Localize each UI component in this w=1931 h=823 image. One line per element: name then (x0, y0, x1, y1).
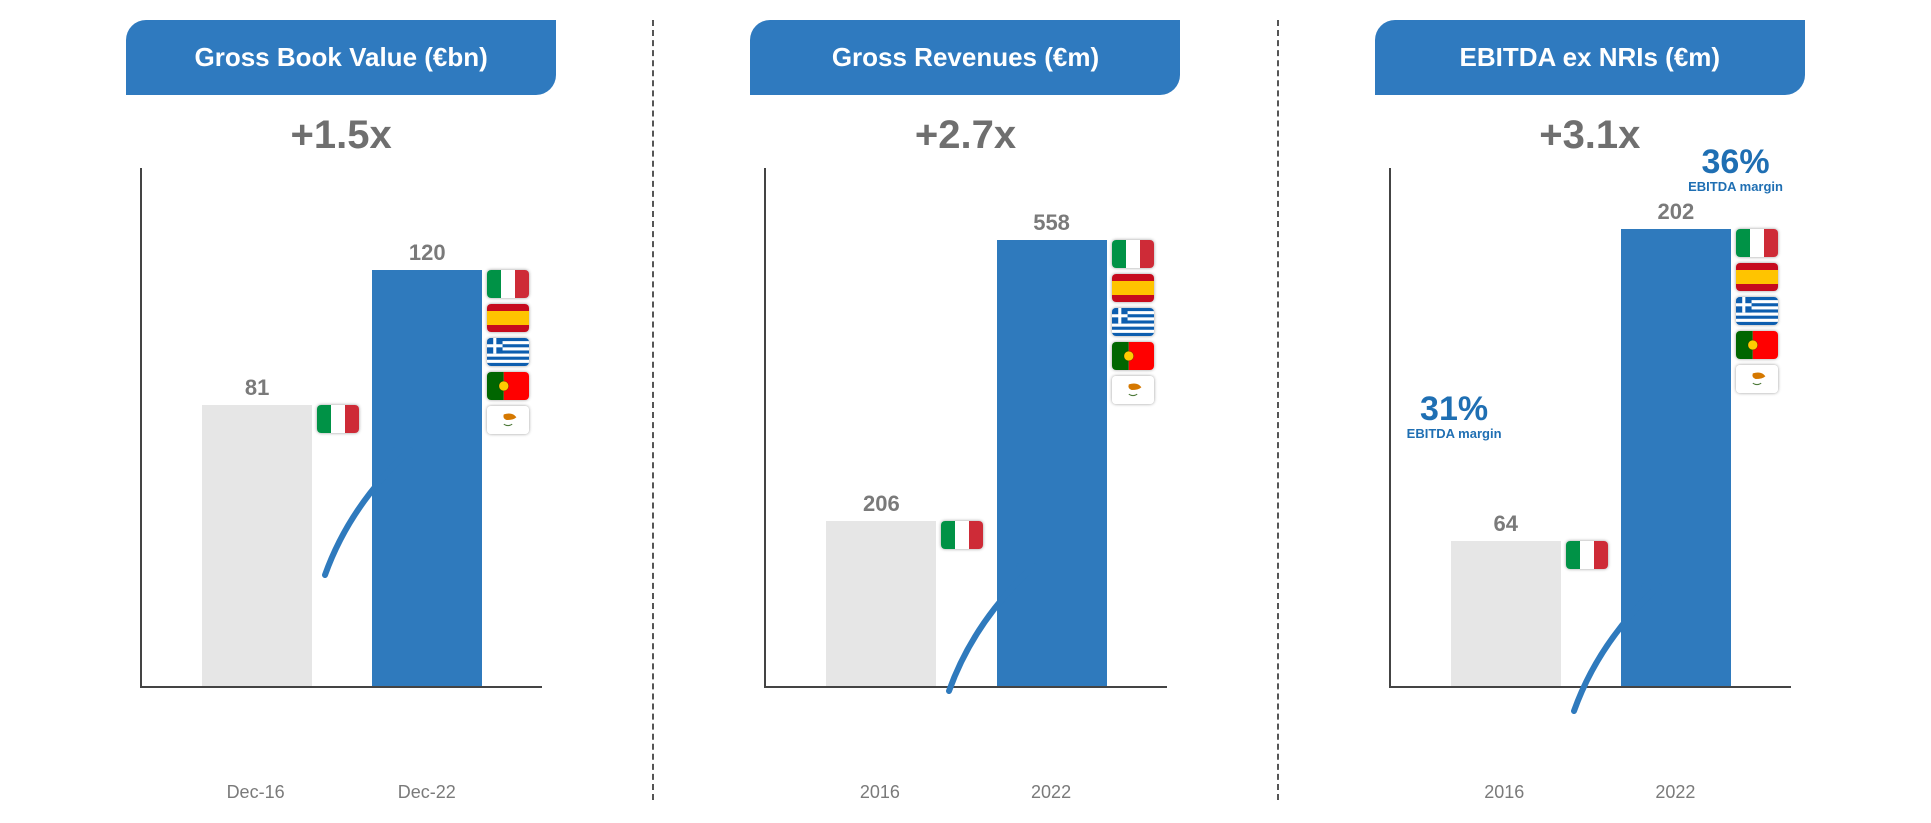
bar-start: 81 (202, 405, 312, 686)
multiplier-label: +3.1x (1539, 113, 1640, 158)
italy-flag-icon (941, 521, 983, 549)
panel-title: EBITDA ex NRIs (€m) (1375, 20, 1805, 95)
bar-group: 81 (202, 405, 312, 686)
panel-title: Gross Revenues (€m) (750, 20, 1180, 95)
italy-flag-icon (1566, 541, 1608, 569)
portugal-flag-icon (1736, 331, 1778, 359)
italy-flag-icon (1736, 229, 1778, 257)
bar-chart: 206 558 (764, 168, 1166, 688)
portugal-flag-icon (1112, 342, 1154, 370)
italy-flag-icon (487, 270, 529, 298)
margin-sub-label: EBITDA margin (1688, 179, 1783, 194)
bar-value-label: 202 (1621, 199, 1731, 225)
x-axis: Dec-16 Dec-22 (140, 782, 542, 803)
x-axis-label: 2022 (1620, 782, 1730, 803)
flag-stack (941, 521, 983, 549)
bar-value-label: 558 (997, 210, 1107, 236)
portugal-flag-icon (487, 372, 529, 400)
margin-sub-label: EBITDA margin (1407, 426, 1502, 441)
x-axis: 2016 2022 (764, 782, 1166, 803)
ebitda-margin-callout: 36%EBITDA margin (1688, 145, 1783, 194)
bar-end: 120 (372, 270, 482, 686)
chart-area: 64202 31%EBITDA margin36%EBITDA margin 2… (1319, 168, 1861, 813)
flag-stack (1736, 229, 1778, 393)
bar-group: 206 (826, 521, 936, 686)
margin-percent: 31% (1407, 392, 1502, 426)
bar-value-label: 64 (1451, 511, 1561, 537)
multiplier-label: +1.5x (291, 113, 392, 158)
greece-flag-icon (1736, 297, 1778, 325)
x-axis-label: 2016 (825, 782, 935, 803)
panel-title: Gross Book Value (€bn) (126, 20, 556, 95)
bar-value-label: 206 (826, 491, 936, 517)
bar-start: 64 (1451, 541, 1561, 686)
bar-chart: 81 120 (140, 168, 542, 688)
bar-group: 558 (997, 240, 1107, 686)
panel-gross-book-value: Gross Book Value (€bn) +1.5x 81 120 Dec-1… (40, 20, 642, 813)
chart-area: 206 558 2016 2022 (694, 168, 1236, 813)
x-axis-label: Dec-16 (201, 782, 311, 803)
x-axis-label: 2022 (996, 782, 1106, 803)
ebitda-margin-callout: 31%EBITDA margin (1407, 392, 1502, 441)
bar-value-label: 81 (202, 375, 312, 401)
flag-stack (317, 405, 359, 433)
multiplier-label: +2.7x (915, 113, 1016, 158)
bar-value-label: 120 (372, 240, 482, 266)
bar-group: 202 (1621, 229, 1731, 686)
bar-start: 206 (826, 521, 936, 686)
spain-flag-icon (487, 304, 529, 332)
x-axis-label: Dec-22 (372, 782, 482, 803)
panel-gross-revenues: Gross Revenues (€m) +2.7x 206 558 2016 202… (664, 20, 1266, 813)
panel-divider (652, 20, 654, 800)
panel-divider (1277, 20, 1279, 800)
bar-end: 202 (1621, 229, 1731, 686)
italy-flag-icon (1112, 240, 1154, 268)
cyprus-flag-icon (487, 406, 529, 434)
panel-ebitda: EBITDA ex NRIs (€m) +3.1x 64202 31%EBITD… (1289, 20, 1891, 813)
bar-group: 64 (1451, 541, 1561, 686)
spain-flag-icon (1736, 263, 1778, 291)
spain-flag-icon (1112, 274, 1154, 302)
flag-stack (1112, 240, 1154, 404)
x-axis: 2016 2022 (1389, 782, 1791, 803)
cyprus-flag-icon (1112, 376, 1154, 404)
bar-chart: 64202 31%EBITDA margin36%EBITDA margin (1389, 168, 1791, 688)
x-axis-label: 2016 (1449, 782, 1559, 803)
italy-flag-icon (317, 405, 359, 433)
greece-flag-icon (487, 338, 529, 366)
cyprus-flag-icon (1736, 365, 1778, 393)
flag-stack (487, 270, 529, 434)
bar-group: 120 (372, 270, 482, 686)
chart-area: 81 120 Dec-16 Dec-22 (70, 168, 612, 813)
flag-stack (1566, 541, 1608, 569)
bar-end: 558 (997, 240, 1107, 686)
greece-flag-icon (1112, 308, 1154, 336)
margin-percent: 36% (1688, 145, 1783, 179)
